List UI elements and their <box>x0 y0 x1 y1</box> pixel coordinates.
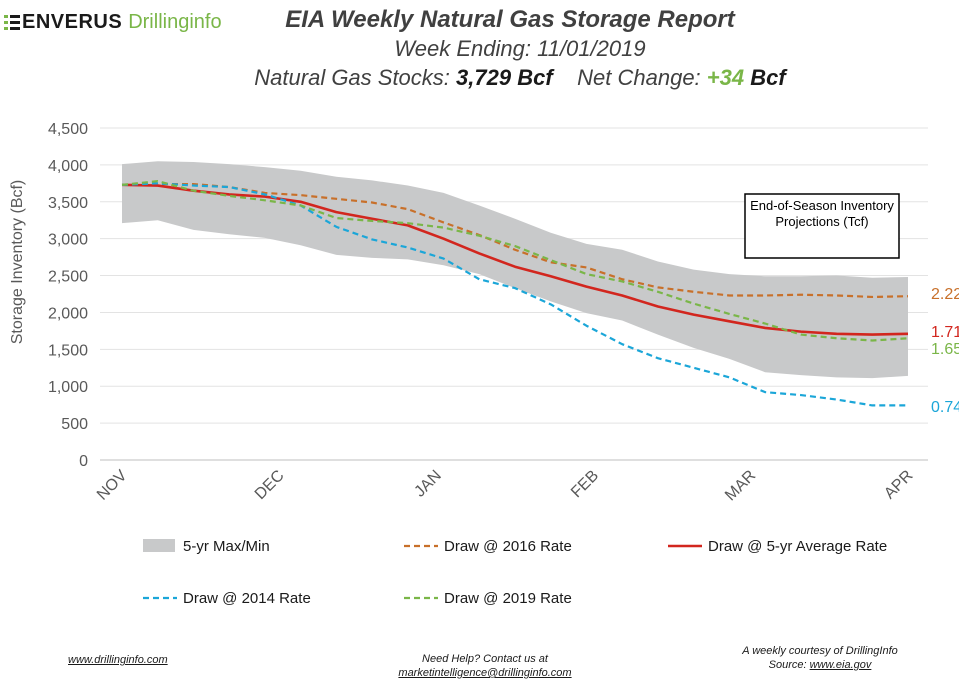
legend-label: Draw @ 2016 Rate <box>444 538 572 555</box>
legend-swatch <box>143 539 175 552</box>
legend-label: Draw @ 5-yr Average Rate <box>708 538 887 555</box>
series-line-draw-2014-rate <box>121 182 908 407</box>
footer-courtesy-line: A weekly courtesy of DrillingInfo <box>742 645 898 657</box>
legend-label: Draw @ 2019 Rate <box>444 590 572 607</box>
y-tick-label: 0 <box>79 453 88 470</box>
end-label: 1.65 <box>931 341 959 358</box>
y-tick-label: 3,500 <box>48 195 88 212</box>
y-axis-label: Storage Inventory (Bcf) <box>9 180 26 345</box>
y-tick-label: 4,000 <box>48 158 88 175</box>
end-label: 1.71 <box>931 324 959 341</box>
footer-source-url[interactable]: www.eia.gov <box>809 659 872 671</box>
x-axis: NOV DEC JAN FEB MAR APR <box>94 467 917 504</box>
change-value: +34 <box>706 65 745 90</box>
y-tick-label: 2,500 <box>48 269 88 286</box>
series-lines <box>121 180 909 407</box>
y-tick-label: 1,000 <box>48 379 88 396</box>
logo-product: Drillinginfo <box>128 10 222 33</box>
change-label: Net Change: <box>577 65 701 90</box>
y-tick-label: 500 <box>61 416 88 433</box>
x-tick-label: APR <box>881 467 916 502</box>
end-labels: 2.22 1.711.65 0.74 <box>931 286 959 416</box>
legend-item: Draw @ 2014 Rate <box>143 590 311 607</box>
footer-help: Need Help? Contact us at marketintellige… <box>360 652 610 680</box>
change-unit: Bcf <box>750 65 786 90</box>
stocks-label: Natural Gas Stocks: <box>254 65 450 90</box>
x-tick-label: DEC <box>252 467 288 503</box>
report-title: EIA Weekly Natural Gas Storage Report <box>285 6 735 33</box>
x-tick-label: NOV <box>94 467 131 504</box>
footer-help-email[interactable]: marketintelligence@drillinginfo.com <box>398 667 572 679</box>
legend-item: 5-yr Max/Min <box>143 538 270 555</box>
legend-item: Draw @ 5-yr Average Rate <box>668 538 887 555</box>
annotation-text: End-of-Season Inventory Projections (Tcf… <box>750 198 894 229</box>
series-line-draw-5-yr-average-rate <box>121 183 909 336</box>
footer-source-label: Source: <box>768 659 807 671</box>
footer-courtesy: A weekly courtesy of DrillingInfo Source… <box>700 644 940 672</box>
y-tick-label: 4,500 <box>48 121 88 138</box>
y-tick-label: 2,000 <box>48 305 88 322</box>
footer-help-line: Need Help? Contact us at <box>422 653 548 665</box>
y-tick-label: 1,500 <box>48 342 88 359</box>
annotation-box: End-of-Season Inventory Projections (Tcf… <box>744 193 900 259</box>
logo-mark-icon <box>4 15 20 30</box>
end-label: 2.22 <box>931 286 959 303</box>
enverus-logo: ENVERUS Drillinginfo <box>4 8 222 36</box>
logo-brand: ENVERUS <box>22 10 123 33</box>
legend-label: 5-yr Max/Min <box>183 538 270 555</box>
x-tick-label: FEB <box>568 467 602 501</box>
stocks-unit: Bcf <box>517 65 553 90</box>
storage-chart: 0 500 1,000 1,500 2,000 2,500 3,000 3,500 4,000 4… <box>9 121 959 607</box>
legend-item: Draw @ 2019 Rate <box>404 590 572 607</box>
week-ending: Week Ending: 11/01/2019 <box>394 36 646 61</box>
footer-source: Source: www.eia.gov <box>700 658 940 672</box>
legend-item: Draw @ 2016 Rate <box>404 538 572 555</box>
stocks-summary: Natural Gas Stocks: 3,729 Bcf Net Change… <box>150 65 890 91</box>
end-label: 0.74 <box>931 399 959 416</box>
legend: 5-yr Max/Min Draw @ 2016 Rate Draw @ 5-yr … <box>143 538 887 607</box>
y-tick-label: 3,000 <box>48 232 88 249</box>
legend-label: Draw @ 2014 Rate <box>183 590 311 607</box>
x-tick-label: MAR <box>722 467 759 504</box>
y-axis: 0 500 1,000 1,500 2,000 2,500 3,000 3,500 4,000 4… <box>48 121 88 470</box>
stocks-value: 3,729 <box>456 65 512 90</box>
series-line-draw-2019-rate <box>121 180 909 342</box>
x-tick-label: JAN <box>411 467 444 500</box>
footer-website[interactable]: www.drillinginfo.com <box>68 654 168 666</box>
